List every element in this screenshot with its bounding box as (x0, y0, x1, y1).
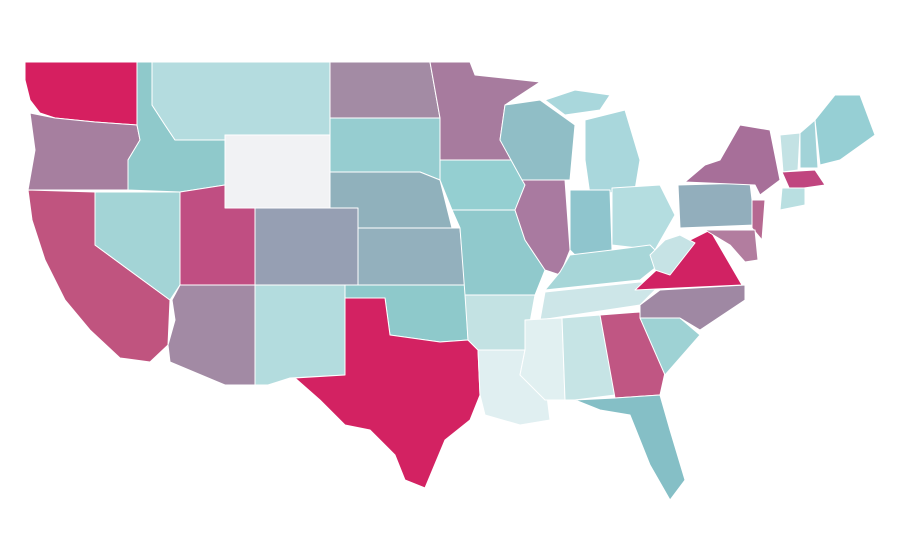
state (704, 229, 759, 263)
state (677, 182, 756, 229)
state (27, 112, 141, 191)
state (814, 94, 876, 166)
state (151, 61, 331, 141)
state (254, 284, 346, 386)
state (254, 207, 359, 286)
state (224, 134, 331, 209)
state (799, 119, 819, 169)
state (439, 159, 526, 211)
state (574, 394, 686, 501)
state (544, 244, 666, 291)
state (779, 187, 806, 211)
state (167, 284, 256, 386)
state (684, 124, 781, 196)
state (94, 191, 181, 301)
state (514, 179, 571, 276)
state (544, 89, 611, 116)
state (779, 132, 801, 173)
state (294, 297, 481, 489)
state (611, 184, 676, 251)
state (649, 234, 696, 276)
state (499, 99, 576, 181)
state (781, 169, 826, 191)
state (639, 284, 746, 331)
state (357, 227, 466, 286)
state (329, 61, 441, 119)
state (561, 314, 616, 401)
state (329, 117, 441, 181)
state (584, 109, 641, 196)
state (569, 189, 613, 261)
